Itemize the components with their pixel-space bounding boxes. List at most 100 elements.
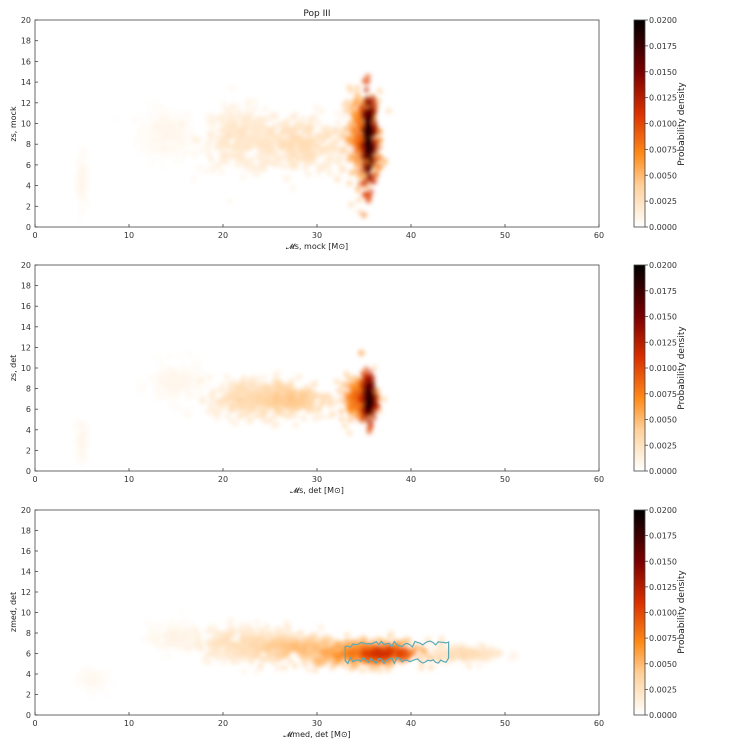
density-cell: [435, 653, 442, 660]
density-cell: [247, 166, 254, 174]
density-cell: [219, 382, 226, 389]
x-tick-label: 10: [124, 719, 134, 728]
density-cell: [288, 378, 295, 385]
density-cell: [315, 151, 322, 158]
density-cell: [238, 119, 245, 126]
density-cell: [253, 668, 260, 675]
density-cell: [89, 671, 97, 678]
density-cell: [237, 640, 244, 648]
density-cell: [192, 392, 199, 400]
density-cell: [336, 387, 343, 394]
density-cell: [247, 658, 255, 666]
density-cell: [206, 118, 213, 126]
colorbar-tick-label: 0.0175: [649, 42, 677, 51]
density-cell: [341, 397, 348, 405]
density-cell: [254, 170, 261, 177]
density-cell: [249, 131, 257, 139]
density-cell: [144, 636, 151, 643]
density-cell: [287, 396, 294, 403]
colorbar-tick-label: 0.0200: [649, 16, 677, 25]
density-cell: [375, 163, 382, 170]
density-cell: [165, 652, 172, 659]
density-cell: [349, 383, 356, 391]
plot-frame-bottom: [34, 509, 600, 716]
density-cell: [246, 155, 254, 163]
colorbar-label-middle: Probability density: [677, 326, 687, 410]
density-cell: [276, 121, 283, 129]
density-cell: [145, 620, 152, 627]
density-cell: [358, 167, 365, 174]
density-cell: [214, 652, 221, 659]
density-cell: [184, 111, 191, 118]
density-cell: [146, 102, 154, 109]
density-cell: [433, 647, 441, 655]
density-cell: [322, 657, 330, 664]
heatmap-middle: [71, 349, 388, 468]
density-cell: [361, 372, 368, 379]
density-cell: [85, 690, 93, 697]
density-cell: [385, 107, 392, 115]
density-cell: [141, 116, 149, 124]
density-cell: [196, 164, 203, 171]
density-cell: [204, 650, 212, 657]
density-cell: [223, 134, 230, 141]
density-cell: [318, 413, 325, 420]
density-cell: [153, 643, 160, 650]
density-cell: [173, 642, 181, 649]
density-cell: [330, 652, 338, 660]
y-tick-label: 10: [21, 120, 31, 129]
density-cell: [306, 398, 314, 405]
density-cell: [371, 107, 378, 115]
density-cell: [310, 154, 317, 161]
density-cell: [422, 647, 429, 655]
density-cell: [325, 169, 332, 176]
density-cell: [256, 663, 264, 670]
density-cell: [360, 211, 368, 219]
density-cell: [364, 416, 371, 424]
density-cell: [315, 119, 322, 126]
density-cell: [311, 667, 319, 674]
y-tick-label: 6: [26, 405, 31, 414]
density-cell: [332, 143, 339, 151]
density-cell: [210, 131, 217, 138]
density-cell: [262, 106, 269, 113]
density-cell: [338, 408, 345, 415]
density-cell: [393, 641, 400, 649]
density-cell: [83, 662, 90, 670]
colorbar-tick-label: 0.0050: [649, 416, 677, 425]
density-cell: [182, 648, 190, 656]
density-cell: [77, 211, 85, 218]
density-cell: [427, 664, 435, 671]
y-tick-label: 0: [26, 467, 31, 476]
density-cell: [387, 630, 395, 637]
density-cell: [250, 391, 257, 398]
density-cell: [187, 374, 194, 381]
density-cell: [316, 648, 324, 655]
density-cell: [327, 402, 334, 410]
density-cell: [360, 635, 367, 642]
density-cell: [83, 154, 91, 162]
density-cell: [341, 646, 348, 653]
density-cell: [238, 390, 245, 397]
density-cell: [361, 77, 368, 85]
y-tick-label: 12: [21, 343, 31, 352]
density-cell: [186, 393, 193, 400]
density-cell: [79, 166, 87, 173]
density-cell: [232, 420, 240, 427]
y-tick-label: 4: [26, 182, 31, 191]
density-cell: [370, 408, 378, 415]
density-cell: [303, 383, 311, 391]
density-cell: [380, 396, 388, 403]
density-cell: [480, 645, 487, 652]
density-cell: [307, 636, 314, 643]
density-cell: [79, 193, 86, 200]
y-tick-label: 14: [21, 323, 31, 332]
y-tick-label: 2: [26, 691, 31, 700]
density-cell: [85, 203, 92, 210]
colorbar-tick-label: 0.0175: [649, 532, 677, 541]
density-cell: [215, 634, 222, 641]
density-cell: [79, 434, 87, 441]
density-cell: [224, 413, 232, 420]
density-cell: [78, 447, 85, 454]
y-tick-label: 2: [26, 202, 31, 211]
